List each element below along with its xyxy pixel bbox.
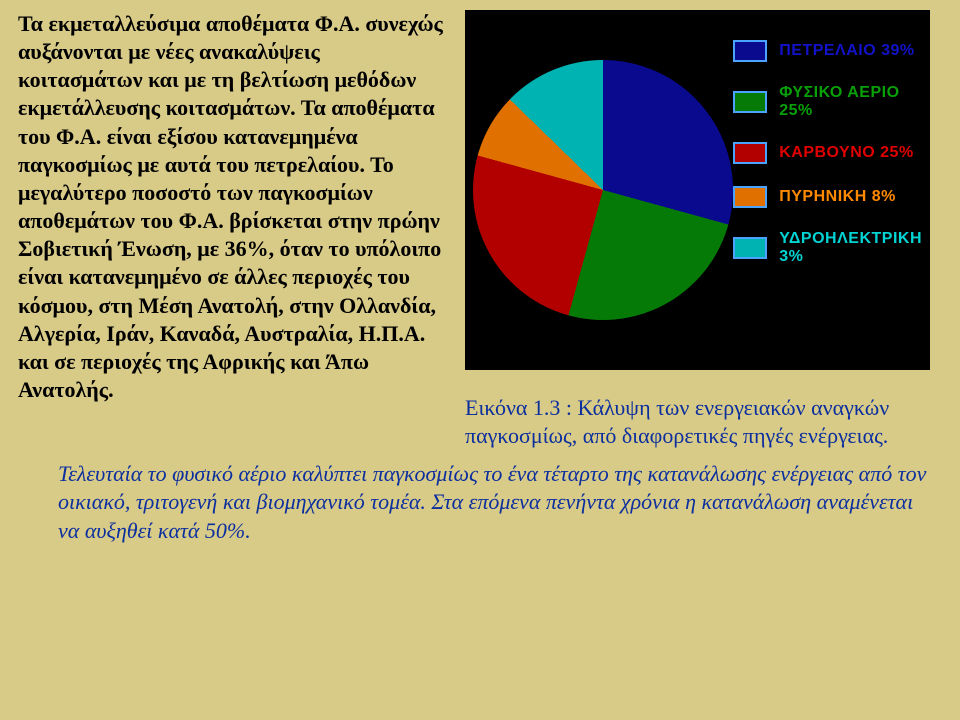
legend-swatch-ydro — [733, 237, 767, 259]
legend-label-fysiko_aerio: ΦΥΣΙΚΟ ΑΕΡΙΟ 25% — [779, 84, 922, 120]
legend-swatch-fysiko_aerio — [733, 91, 767, 113]
top-row: Τα εκμεταλλεύσιμα αποθέματα Φ.Α. συνεχώς… — [18, 10, 930, 450]
legend-label-petrelaio: ΠΕΤΡΕΛΑΙΟ 39% — [779, 42, 914, 60]
legend-row-fysiko_aerio: ΦΥΣΙΚΟ ΑΕΡΙΟ 25% — [733, 84, 922, 120]
legend-row-ydro: ΥΔΡΟΗΛΕΚΤΡΙΚΗ 3% — [733, 230, 922, 266]
legend-label-ydro: ΥΔΡΟΗΛΕΚΤΡΙΚΗ 3% — [779, 230, 922, 266]
legend-swatch-petrelaio — [733, 40, 767, 62]
pie-circle — [473, 60, 733, 320]
right-column: ΠΕΤΡΕΛΑΙΟ 39% ΦΥΣΙΚΟ ΑΕΡΙΟ 25% ΚΑΡΒΟΥΝΟ 25… — [465, 10, 930, 450]
figure-caption: Εικόνα 1.3 : Κάλυψη των ενεργειακών αναγ… — [465, 394, 930, 450]
legend-row-petrelaio: ΠΕΤΡΕΛΑΙΟ 39% — [733, 40, 922, 62]
energy-pie-chart: ΠΕΤΡΕΛΑΙΟ 39% ΦΥΣΙΚΟ ΑΕΡΙΟ 25% ΚΑΡΒΟΥΝΟ 25… — [465, 10, 930, 370]
legend-row-karvouno: ΚΑΡΒΟΥΝΟ 25% — [733, 142, 922, 164]
legend-row-pyriniki: ΠΥΡΗΝΙΚΗ 8% — [733, 186, 922, 208]
legend-label-karvouno: ΚΑΡΒΟΥΝΟ 25% — [779, 144, 913, 162]
body-text-column: Τα εκμεταλλεύσιμα αποθέματα Φ.Α. συνεχώς… — [18, 10, 447, 450]
body-text: Τα εκμεταλλεύσιμα αποθέματα Φ.Α. συνεχώς… — [18, 10, 447, 404]
chart-legend: ΠΕΤΡΕΛΑΙΟ 39% ΦΥΣΙΚΟ ΑΕΡΙΟ 25% ΚΑΡΒΟΥΝΟ 25… — [727, 10, 930, 266]
legend-swatch-pyriniki — [733, 186, 767, 208]
page-root: Τα εκμεταλλεύσιμα αποθέματα Φ.Α. συνεχώς… — [0, 0, 960, 720]
legend-swatch-karvouno — [733, 142, 767, 164]
pie-container — [465, 10, 727, 370]
footer-paragraph: Τελευταία το φυσικό αέριο καλύπτει παγκο… — [58, 460, 938, 544]
legend-label-pyriniki: ΠΥΡΗΝΙΚΗ 8% — [779, 188, 896, 206]
